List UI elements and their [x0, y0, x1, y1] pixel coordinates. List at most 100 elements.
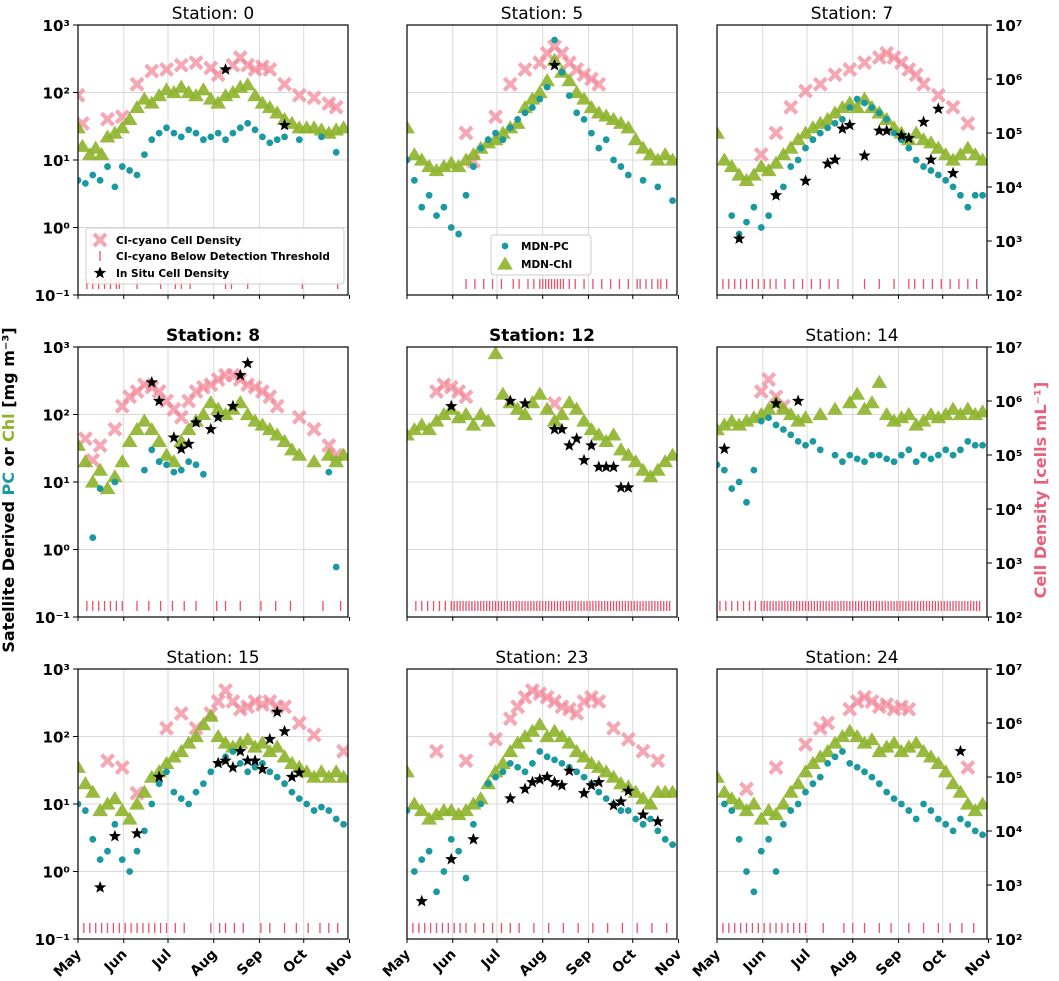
mdn-chl-marker	[84, 474, 101, 488]
insitu-marker	[902, 131, 915, 144]
mdn-pc-marker	[979, 191, 986, 199]
mdn-pc-marker	[565, 92, 573, 99]
y-tick-label: 10³	[43, 17, 70, 35]
mdn-pc-marker	[794, 800, 802, 808]
mdn-chl-marker	[195, 717, 212, 731]
insitu-marker	[954, 744, 967, 757]
mdn-pc-marker	[765, 212, 773, 220]
mdn-chl-marker	[908, 417, 925, 431]
plot-area	[717, 689, 987, 933]
mdn-chl-marker	[502, 743, 519, 758]
mdn-pc-marker	[332, 563, 340, 571]
mdn-chl-marker	[642, 796, 659, 810]
mdn-pc-marker	[898, 451, 905, 459]
mdn-pc-marker	[743, 498, 750, 506]
mdn-chl-marker	[797, 125, 814, 139]
mdn-pc-marker	[868, 104, 876, 111]
mdn-pc-marker	[728, 212, 736, 220]
mdn-chl-marker	[335, 120, 348, 134]
mdn-pc-marker	[787, 163, 795, 170]
ci-cell-marker	[798, 83, 813, 99]
plot-area	[407, 683, 677, 933]
plot-area	[78, 683, 348, 933]
mdn-pc-marker	[816, 129, 824, 137]
mdn-pc-marker	[875, 451, 883, 459]
mdn-chl-marker	[320, 447, 337, 461]
mdn-pc-marker	[126, 167, 134, 174]
mdn-pc-marker	[325, 468, 333, 476]
mdn-chl-marker	[768, 806, 784, 821]
x-tick-label: May	[690, 947, 724, 981]
mdn-chl-marker	[114, 803, 131, 817]
mdn-chl-marker	[605, 427, 622, 441]
insitu-marker	[467, 832, 480, 845]
mdn-pc-marker	[185, 458, 193, 466]
mdn-pc-marker	[750, 466, 758, 474]
ci-cell-marker	[291, 409, 307, 425]
mdn-pc-marker	[720, 800, 728, 808]
x-tick-label: Jul	[478, 947, 504, 973]
mdn-chl-marker	[121, 811, 138, 825]
mdn-chl-marker	[768, 155, 784, 169]
insitu-marker	[93, 880, 107, 893]
mdn-chl-marker	[306, 454, 322, 468]
insitu-marker	[614, 795, 628, 807]
mdn-pc-marker	[728, 807, 736, 814]
mdn-pc-marker	[639, 820, 647, 828]
legend-label: In Situ Cell Density	[116, 268, 229, 280]
mdn-pc-marker	[816, 446, 824, 454]
mdn-chl-marker	[598, 764, 615, 778]
mdn-pc-marker	[846, 759, 854, 767]
mdn-chl-marker	[923, 749, 939, 763]
mdn-pc-marker	[222, 136, 229, 144]
insitu-marker	[799, 174, 812, 187]
mdn-chl-marker	[458, 152, 474, 166]
mdn-chl-marker	[407, 120, 415, 134]
mdn-chl-marker	[202, 395, 219, 409]
mdn-pc-marker	[757, 417, 765, 425]
y2-tick-label: 10²	[995, 287, 1022, 305]
mdn-chl-marker	[782, 407, 799, 421]
mdn-pc-marker	[447, 224, 455, 231]
plot-area	[717, 45, 987, 289]
ci-cell-marker	[820, 715, 836, 731]
mdn-pc-marker	[170, 468, 178, 476]
mdn-chl-marker	[841, 395, 858, 409]
ci-cell-marker	[210, 694, 226, 709]
insitu-marker	[226, 760, 240, 773]
ci-cell-marker	[100, 753, 115, 769]
mdn-chl-marker	[576, 91, 592, 105]
mdn-pc-marker	[410, 176, 418, 184]
mdn-pc-marker	[868, 773, 876, 781]
insitu-marker	[219, 754, 232, 766]
mdn-pc-marker	[964, 203, 972, 211]
mdn-chl-marker	[782, 140, 799, 154]
ci-cell-marker	[812, 76, 828, 92]
mdn-chl-marker	[561, 73, 578, 87]
ci-cell-marker	[218, 683, 234, 698]
insitu-marker	[563, 764, 576, 777]
mdn-pc-marker	[824, 124, 832, 132]
ci-cell-marker	[753, 147, 769, 162]
mdn-pc-marker	[765, 835, 773, 843]
mdn-chl-marker	[605, 769, 622, 783]
insitu-marker	[152, 394, 166, 407]
mdn-pc-marker	[506, 759, 514, 767]
mdn-chl-marker	[930, 755, 947, 769]
x-tick-label: Oct	[919, 946, 950, 977]
insitu-marker	[555, 422, 569, 435]
mdn-pc-marker	[883, 115, 891, 123]
mdn-chl-marker	[613, 115, 629, 129]
insitu-marker	[585, 778, 598, 791]
insitu-marker	[445, 399, 458, 412]
mdn-chl-marker	[78, 138, 91, 152]
mdn-chl-marker	[819, 743, 836, 758]
y2-tick-label: 10⁷	[995, 17, 1022, 35]
mdn-pc-marker	[772, 421, 780, 429]
ci-cell-marker	[107, 421, 123, 437]
mdn-chl-marker	[166, 749, 182, 763]
legend-label: CI-cyano Below Detection Threshold	[116, 251, 330, 263]
mdn-pc-marker	[794, 437, 802, 445]
legend-box	[85, 227, 345, 285]
mdn-chl-marker	[166, 85, 182, 99]
